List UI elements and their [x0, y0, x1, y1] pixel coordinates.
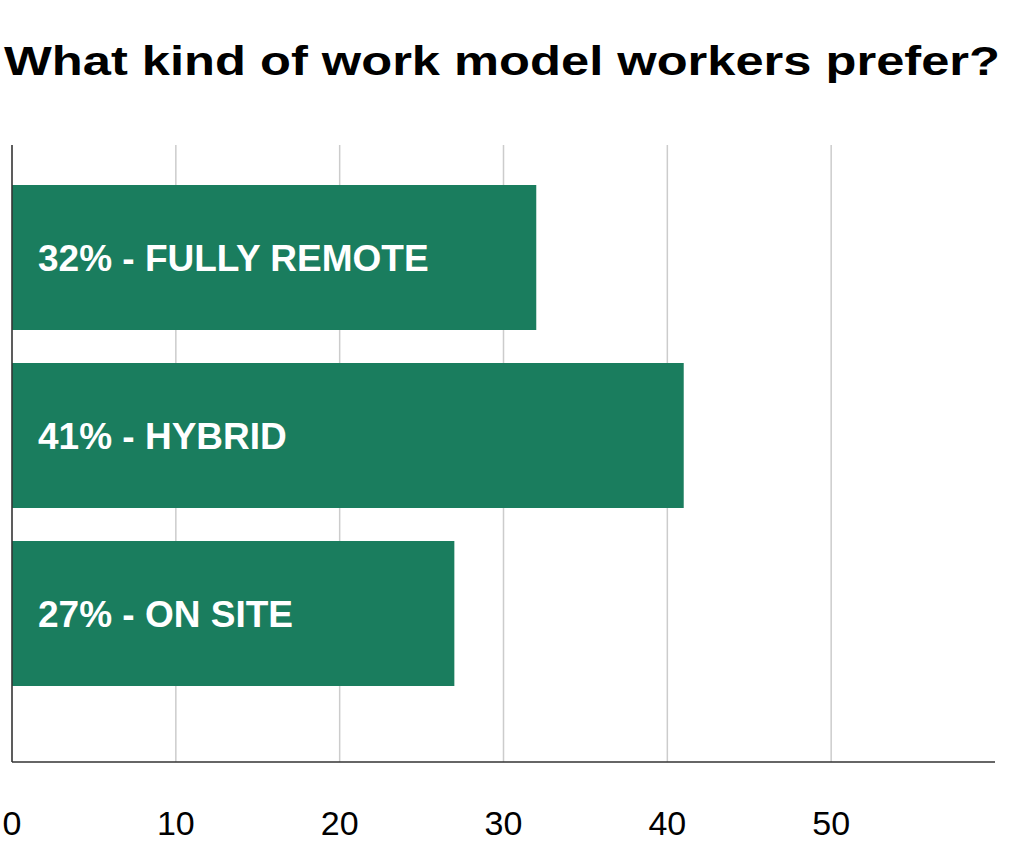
x-tick-label: 30	[485, 804, 523, 842]
bar	[12, 541, 454, 686]
axes: 0 10 20 30 40 50	[3, 145, 995, 842]
title: What kind of work model workers prefer?	[4, 39, 1000, 83]
x-axis-line	[12, 761, 995, 763]
y-axis-line	[11, 145, 13, 762]
x-tick-label: 40	[648, 804, 686, 842]
category-label: 27% - ON SITE	[38, 594, 293, 635]
bar-labels: 32% - FULLY REMOTE 41% - HYBRID 27% - ON S…	[38, 238, 429, 635]
x-tick-label: 50	[812, 804, 850, 842]
category-label: 32% - FULLY REMOTE	[38, 238, 429, 279]
grid	[12, 145, 831, 762]
grid-line	[830, 145, 832, 762]
x-tick-label: 10	[157, 804, 195, 842]
x-tick-label: 20	[321, 804, 359, 842]
bar	[12, 185, 536, 330]
chart: What kind of work model workers prefer? 3…	[0, 0, 1024, 844]
bar	[12, 363, 684, 508]
grid-line	[11, 145, 13, 762]
x-tick-label: 0	[3, 804, 22, 842]
category-label: 41% - HYBRID	[38, 416, 287, 457]
bars	[12, 185, 684, 686]
